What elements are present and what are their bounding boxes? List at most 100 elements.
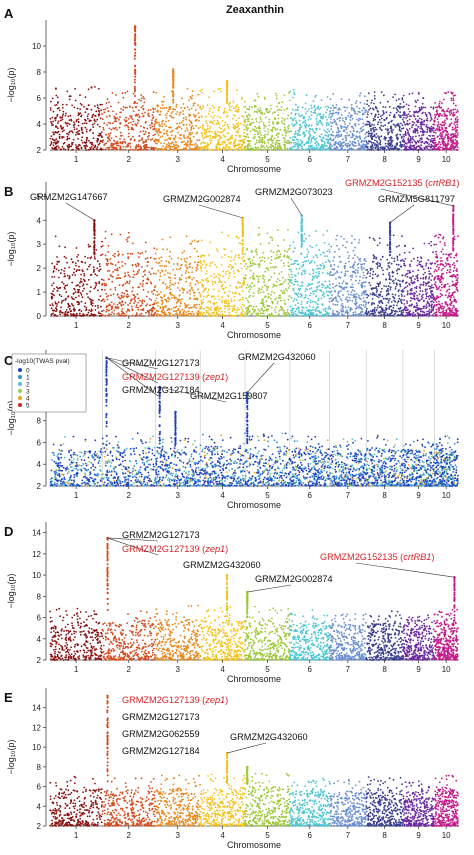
snp-point <box>340 143 343 146</box>
snp-point <box>114 120 117 122</box>
snp-point <box>279 255 281 258</box>
snp-point <box>273 308 276 311</box>
snp-point <box>67 115 70 118</box>
snp-point <box>107 121 110 124</box>
snp-point <box>148 271 151 273</box>
snp-point <box>258 266 261 269</box>
snp-point <box>281 117 284 119</box>
snp-point <box>256 111 259 114</box>
snp-point <box>351 136 354 138</box>
snp-point <box>441 109 443 112</box>
x-tick-label: 2 <box>127 155 132 164</box>
snp-point <box>55 94 58 97</box>
snp-point <box>216 119 219 122</box>
snp-point <box>381 114 384 116</box>
snp-point <box>64 298 67 301</box>
snp-point <box>180 137 182 140</box>
snp-point <box>195 118 198 121</box>
snp-point <box>126 293 129 296</box>
snp-point <box>263 256 266 259</box>
snp-point <box>158 261 161 264</box>
snp-point <box>423 131 426 133</box>
snp-point <box>87 257 89 259</box>
snp-point <box>400 122 402 125</box>
snp-point <box>175 144 178 147</box>
snp-point <box>298 115 301 117</box>
snp-point <box>264 284 266 287</box>
snp-point <box>430 125 433 128</box>
snp-point <box>104 230 107 233</box>
snp-point <box>57 130 60 133</box>
snp-point <box>238 292 240 295</box>
snp-point <box>149 256 152 259</box>
snp-point <box>453 123 456 125</box>
snp-point <box>102 126 105 129</box>
snp-point <box>316 146 318 149</box>
snp-point <box>276 109 279 112</box>
snp-point <box>387 122 390 125</box>
snp-point <box>104 237 107 240</box>
snp-point <box>119 116 121 119</box>
snp-point <box>176 146 178 149</box>
snp-point <box>293 93 296 96</box>
snp-point <box>83 305 86 308</box>
snp-point <box>119 131 122 134</box>
snp-point <box>208 254 210 257</box>
snp-point <box>255 248 258 251</box>
snp-point <box>173 295 176 297</box>
snp-point <box>339 145 341 148</box>
snp-point <box>360 141 363 144</box>
snp-point <box>64 310 67 313</box>
snp-point <box>231 305 233 308</box>
snp-point <box>272 266 275 269</box>
snp-point <box>239 140 242 143</box>
snp-point <box>422 106 425 109</box>
snp-point <box>295 148 297 151</box>
snp-point <box>277 314 280 316</box>
snp-point <box>213 276 215 279</box>
snp-point <box>79 282 81 284</box>
snp-point <box>226 143 228 146</box>
snp-point <box>330 128 332 131</box>
snp-point <box>227 299 230 302</box>
snp-point <box>221 143 224 145</box>
snp-point <box>265 110 268 112</box>
snp-point <box>412 124 415 126</box>
snp-point <box>117 261 120 264</box>
snp-point <box>184 130 187 133</box>
snp-point <box>254 263 257 266</box>
snp-point <box>361 118 364 121</box>
snp-point <box>66 90 69 93</box>
snp-point <box>218 308 221 310</box>
snp-point <box>170 112 173 115</box>
snp-point <box>94 273 97 276</box>
snp-point <box>91 114 94 117</box>
snp-point <box>146 136 149 138</box>
snp-point <box>262 145 265 147</box>
snp-point <box>391 131 394 134</box>
snp-point <box>308 145 310 148</box>
peak-point <box>172 83 175 86</box>
snp-point <box>166 134 169 137</box>
snp-point <box>404 134 407 137</box>
snp-point <box>195 147 198 150</box>
snp-point <box>79 112 82 115</box>
snp-point <box>91 142 94 144</box>
snp-point <box>99 148 101 151</box>
snp-point <box>249 284 252 287</box>
snp-point <box>228 148 231 151</box>
snp-point <box>271 314 274 317</box>
snp-point <box>57 145 59 147</box>
snp-point <box>398 98 400 101</box>
snp-point <box>244 111 247 113</box>
snp-point <box>421 130 424 133</box>
snp-point <box>140 106 143 109</box>
snp-point <box>102 279 105 282</box>
snp-point <box>172 283 175 286</box>
snp-point <box>80 310 83 312</box>
snp-point <box>429 138 432 141</box>
snp-point <box>199 305 202 308</box>
snp-point <box>420 138 423 141</box>
snp-point <box>245 126 248 129</box>
